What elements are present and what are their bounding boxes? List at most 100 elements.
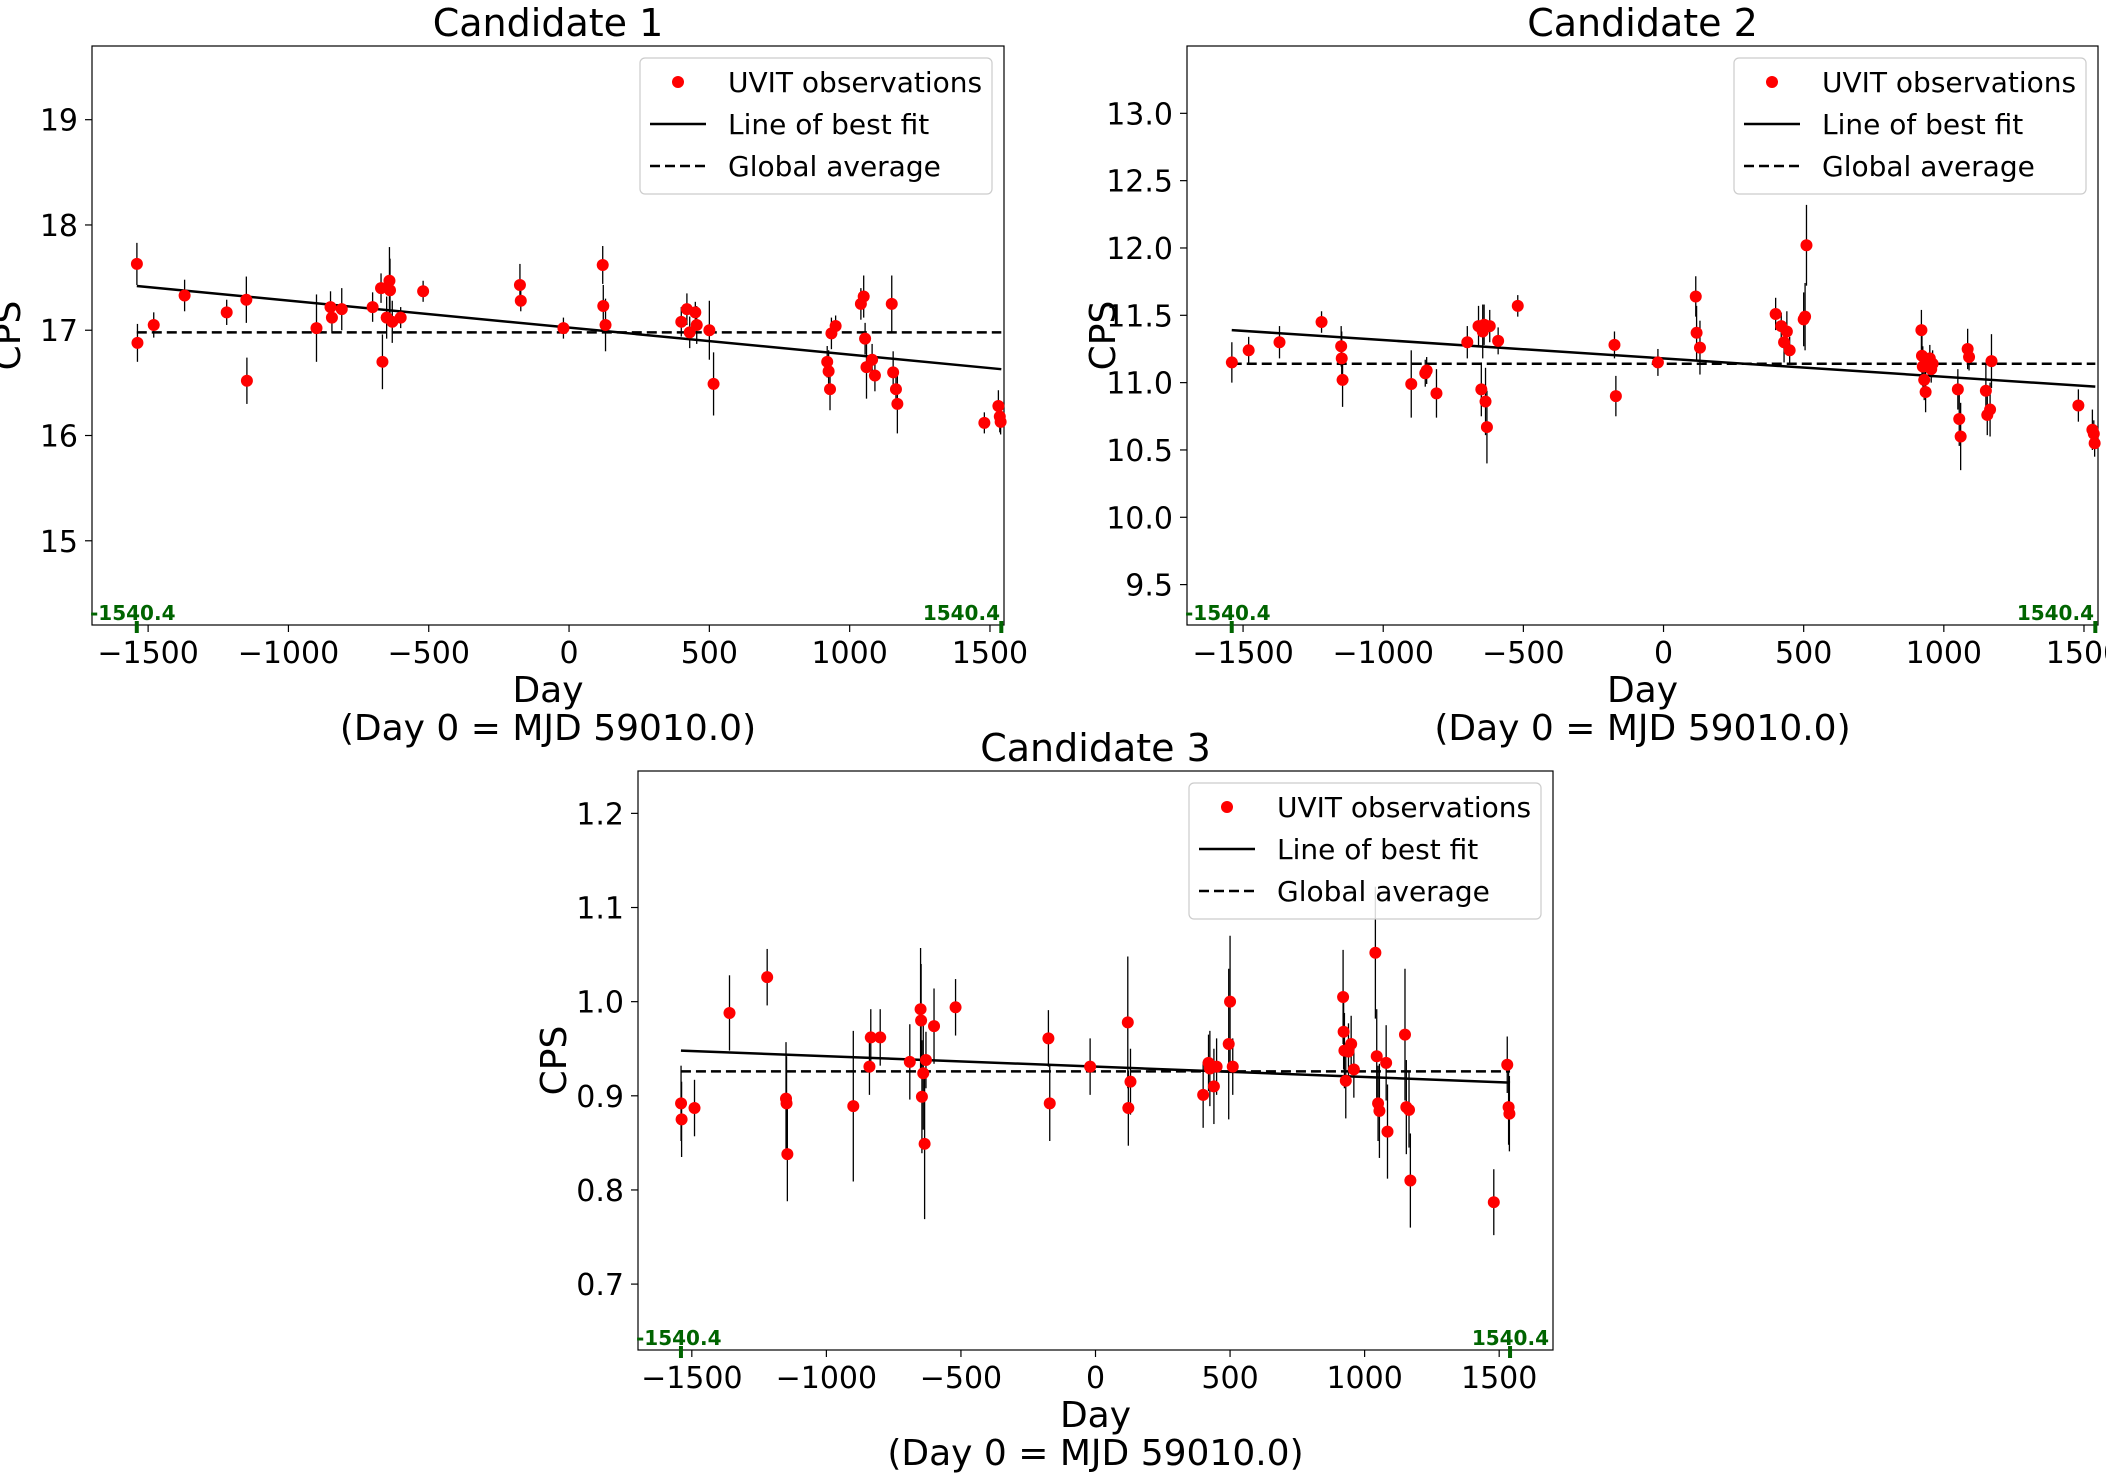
y-tick-label: 11.0 xyxy=(1106,367,1173,402)
data-point xyxy=(675,1113,688,1126)
x-tick-label: −500 xyxy=(1482,636,1564,671)
data-point xyxy=(1985,355,1998,368)
legend-marker-observations xyxy=(1766,76,1778,88)
data-point xyxy=(130,257,143,270)
data-point xyxy=(1197,1088,1210,1101)
data-point xyxy=(1122,1102,1135,1115)
data-point xyxy=(1404,1174,1417,1187)
y-tick-label: 17 xyxy=(40,314,78,349)
x-axis-sublabel: (Day 0 = MJD 59010.0) xyxy=(1434,708,1850,749)
y-axis-label: CPS xyxy=(534,1026,575,1096)
data-point xyxy=(1370,1050,1383,1063)
legend-entry: Line of best fit xyxy=(728,108,929,141)
data-point xyxy=(1479,395,1492,408)
data-point xyxy=(864,1031,877,1044)
y-tick-label: 1.1 xyxy=(576,892,624,927)
data-point xyxy=(376,355,389,368)
x-tick-label: 1000 xyxy=(1906,636,1982,671)
chart-title: Candidate 1 xyxy=(433,1,664,45)
y-tick-label: 1.0 xyxy=(576,986,624,1021)
y-tick-label: 19 xyxy=(40,104,78,139)
data-point xyxy=(914,1003,927,1016)
x-tick-label: −1000 xyxy=(1332,636,1433,671)
data-point xyxy=(1800,239,1813,252)
data-point xyxy=(868,369,881,382)
y-tick-label: 0.9 xyxy=(576,1080,624,1115)
data-point xyxy=(324,301,337,314)
x-axis-label: Day xyxy=(1607,670,1678,711)
data-point xyxy=(1381,1125,1394,1138)
data-point xyxy=(978,416,991,429)
data-point xyxy=(1339,1074,1352,1087)
data-point xyxy=(1369,946,1382,959)
data-point xyxy=(992,400,1005,413)
legend-entry: Global average xyxy=(728,150,941,183)
data-point xyxy=(866,353,879,366)
data-point xyxy=(1226,1060,1239,1073)
y-tick-label: 0.7 xyxy=(576,1268,624,1303)
data-point xyxy=(1420,364,1433,377)
data-point xyxy=(383,274,396,287)
chart-panel-3: Candidate 3 0.7 0.8 0.9 1.0 1.1 1.2 −1500 −1000 −… xyxy=(534,726,1554,1474)
y-tick-label: 12.5 xyxy=(1106,165,1173,200)
data-point xyxy=(1242,344,1255,357)
data-point xyxy=(1487,1196,1500,1209)
data-point xyxy=(1335,352,1348,365)
data-point xyxy=(917,1067,930,1080)
data-point xyxy=(885,297,898,310)
data-point xyxy=(1380,1056,1393,1069)
x-tick-label: 500 xyxy=(681,636,738,671)
data-point xyxy=(384,284,397,297)
x-tick-label: 0 xyxy=(1086,1361,1105,1396)
legend-marker-observations xyxy=(1221,801,1233,813)
legend-entry: Line of best fit xyxy=(1822,108,2023,141)
data-point xyxy=(1951,383,1964,396)
data-point xyxy=(690,318,703,331)
data-point xyxy=(310,322,323,335)
data-point xyxy=(761,971,774,984)
data-point xyxy=(859,332,872,345)
data-point xyxy=(1461,336,1474,349)
data-point xyxy=(1373,1104,1386,1117)
data-points xyxy=(1225,204,2101,471)
data-point xyxy=(675,315,688,328)
data-point xyxy=(707,377,720,390)
span-label: 1540.4 xyxy=(1472,1326,1549,1350)
y-tick-label: 18 xyxy=(40,209,78,244)
data-point xyxy=(1121,1016,1134,1029)
data-point xyxy=(1315,316,1328,329)
legend-entry: UVIT observations xyxy=(1822,66,2076,99)
data-point xyxy=(514,294,527,307)
data-point xyxy=(1503,1107,1516,1120)
data-point xyxy=(1689,290,1702,303)
data-point xyxy=(1084,1060,1097,1073)
x-tick-label: −1500 xyxy=(1192,636,1293,671)
legend-box xyxy=(639,57,993,195)
data-point xyxy=(1608,338,1621,351)
data-point xyxy=(1918,373,1931,386)
x-tick-label: 0 xyxy=(559,636,578,671)
x-tick-label: 1500 xyxy=(2046,636,2106,671)
data-point xyxy=(887,366,900,379)
data-point xyxy=(821,355,834,368)
data-point xyxy=(557,322,570,335)
data-point xyxy=(220,306,233,319)
legend-marker-observations xyxy=(672,76,684,88)
legend: UVIT observations Line of best fit Global … xyxy=(1733,57,2087,195)
legend-entry: Global average xyxy=(1822,150,2035,183)
legend: UVIT observations Line of best fit Global … xyxy=(1188,782,1542,920)
data-point xyxy=(147,318,160,331)
data-point xyxy=(781,1148,794,1161)
x-axis-label: Day xyxy=(512,670,583,711)
chart-title: Candidate 3 xyxy=(980,726,1211,770)
data-point xyxy=(1511,299,1524,312)
y-tick-label: 10.0 xyxy=(1106,501,1173,536)
data-point xyxy=(2088,437,2101,450)
data-point xyxy=(366,301,379,314)
chart-title: Candidate 2 xyxy=(1527,1,1758,45)
span-label: -1540.4 xyxy=(1185,601,1270,625)
data-point xyxy=(1210,1060,1223,1073)
data-point xyxy=(1954,430,1967,443)
data-point xyxy=(1483,320,1496,333)
x-tick-label: 1000 xyxy=(811,636,887,671)
